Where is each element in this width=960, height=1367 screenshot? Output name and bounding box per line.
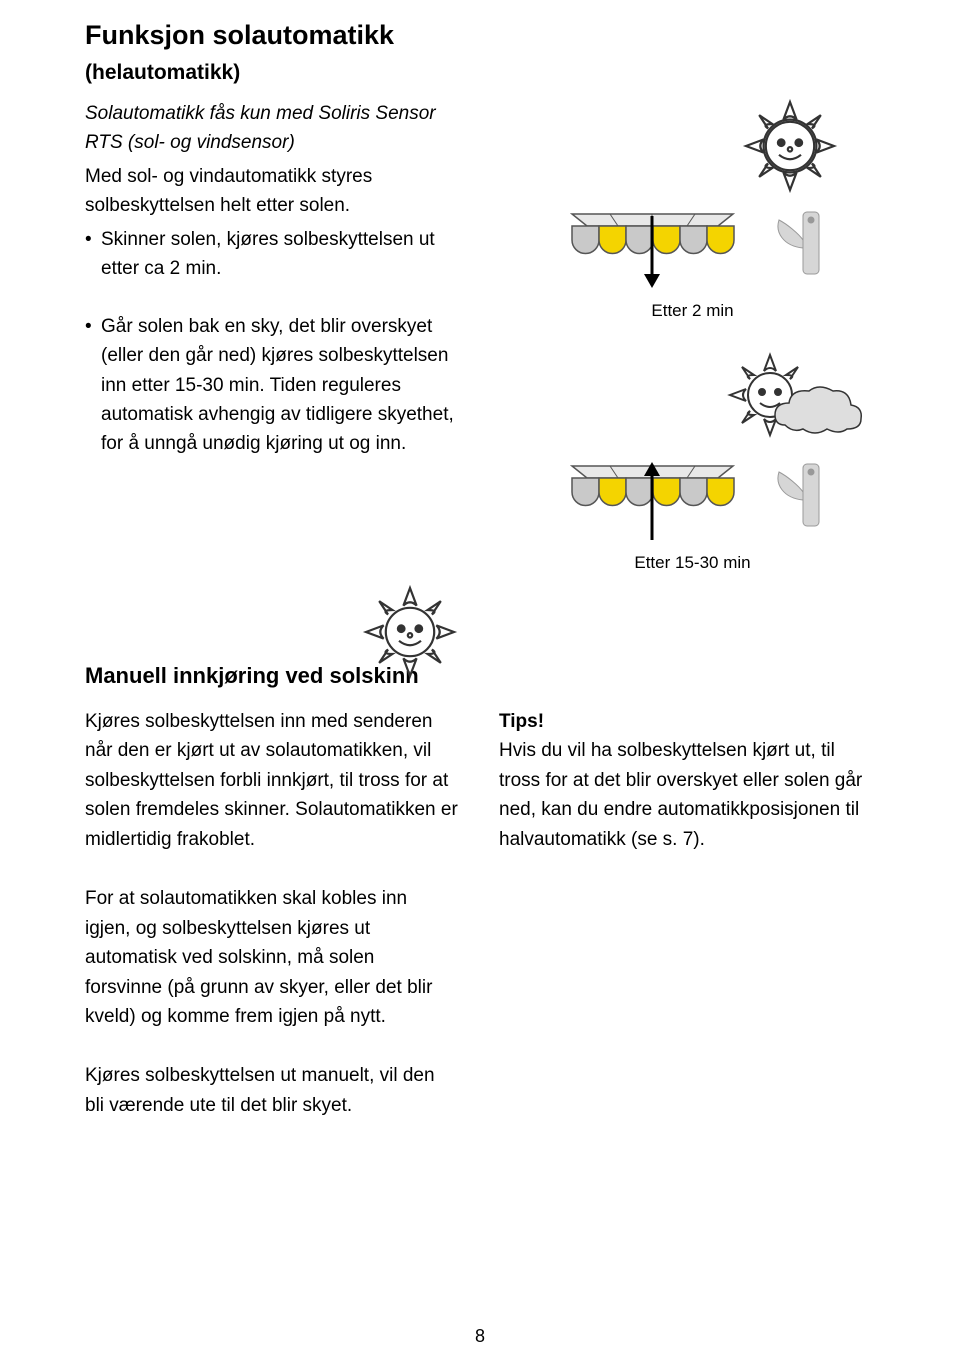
two-col: Kjøres solbeskyttelsen inn med senderen …: [85, 707, 875, 854]
awning-up-svg: [560, 448, 745, 543]
bullet-list-1: Skinner solen, kjøres solbeskyttelsen ut…: [85, 225, 455, 284]
sun-icon: [735, 91, 845, 206]
sun-cloud-icon: [715, 347, 865, 462]
sensor-icon: [769, 456, 825, 536]
sensor-icon: [769, 204, 825, 284]
column-left: Kjøres solbeskyttelsen inn med senderen …: [85, 707, 461, 854]
sun-cloud-svg: [715, 347, 865, 457]
tips-body: Hvis du vil ha solbeskyttelsen kjørt ut,…: [499, 736, 875, 854]
illustration-column: Etter 2 min: [510, 91, 875, 573]
bullet-list-2: Går solen bak en sky, det blir overskyet…: [85, 312, 455, 459]
subtitle: (helautomatikk): [85, 61, 875, 85]
bullet-item: Skinner solen, kjøres solbeskyttelsen ut…: [85, 225, 455, 284]
awning-up: [560, 448, 825, 543]
top-section: Solautomatikk fås kun med Soliris Sensor…: [85, 91, 875, 573]
main-title: Funksjon solautomatikk: [85, 20, 875, 51]
tips-heading: Tips!: [499, 707, 875, 736]
awning-down: [560, 196, 825, 291]
intro-paragraph: Med sol- og vindautomatikk styres solbes…: [85, 162, 455, 221]
section-manual: Manuell innkjøring ved solskinn Kjøres s…: [85, 663, 875, 1120]
intro-note: Solautomatikk fås kun med Soliris Sensor…: [85, 99, 455, 158]
page-number: 8: [0, 1326, 960, 1347]
bullet-item: Går solen bak en sky, det blir overskyet…: [85, 312, 455, 459]
para: For at solautomatikken skal kobles inn i…: [85, 884, 455, 1031]
page: Funksjon solautomatikk (helautomatikk) S…: [0, 0, 960, 1367]
column-right: Tips! Hvis du vil ha solbeskyttelsen kjø…: [499, 707, 875, 854]
awning-down-svg: [560, 196, 745, 291]
sun-heading-icon: [355, 577, 465, 692]
para: Kjøres solbeskyttelsen inn med senderen …: [85, 707, 461, 854]
sun-svg: [735, 91, 845, 201]
caption-2: Etter 15-30 min: [634, 553, 750, 573]
intro-column: Solautomatikk fås kun med Soliris Sensor…: [85, 91, 455, 459]
caption-1: Etter 2 min: [651, 301, 733, 321]
section-heading: Manuell innkjøring ved solskinn: [85, 663, 875, 689]
para: Kjøres solbeskyttelsen ut manuelt, vil d…: [85, 1061, 455, 1120]
